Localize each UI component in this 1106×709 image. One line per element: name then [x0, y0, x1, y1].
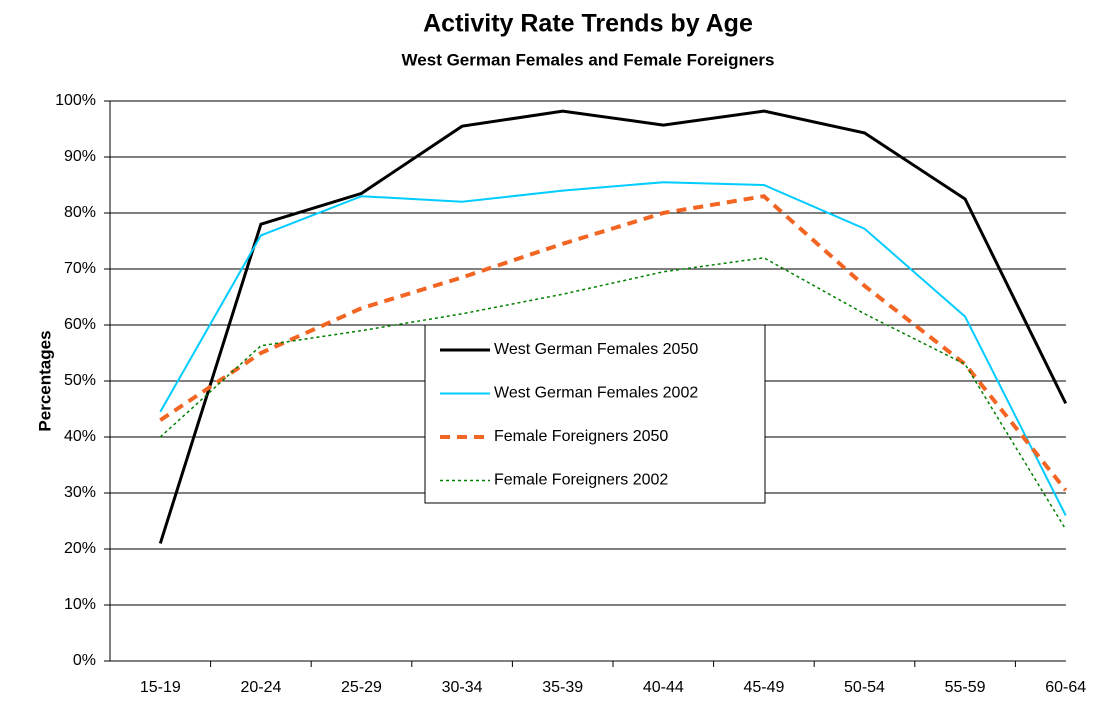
x-tick-label: 15-19 — [140, 679, 181, 696]
y-tick-label: 10% — [64, 596, 96, 613]
legend-box — [424, 324, 766, 504]
x-tick-label: 30-34 — [442, 679, 483, 696]
y-tick-label: 40% — [64, 428, 96, 445]
y-tick-label: 20% — [64, 540, 96, 557]
chart-title: Activity Rate Trends by Age — [423, 10, 753, 38]
y-tick-label: 30% — [64, 484, 96, 501]
legend-label: West German Females 2002 — [494, 385, 698, 402]
legend-label: Female Foreigners 2002 — [494, 472, 668, 489]
x-tick-label: 40-44 — [643, 679, 684, 696]
x-tick-label: 50-54 — [844, 679, 885, 696]
y-tick-label: 90% — [64, 148, 96, 165]
x-tick-label: 35-39 — [542, 679, 583, 696]
y-tick-label: 80% — [64, 204, 96, 221]
y-tick-label: 60% — [64, 316, 96, 333]
series-line — [159, 194, 1068, 492]
legend: West German Females 2050 West German Fema… — [424, 324, 766, 504]
y-tick-label: 100% — [55, 92, 96, 109]
x-tick-label: 45-49 — [743, 679, 784, 696]
x-tick-label: 20-24 — [240, 679, 281, 696]
series-line — [159, 257, 1067, 530]
y-tick-label: 70% — [64, 260, 96, 277]
y-axis-label: Percentages — [35, 330, 54, 431]
x-tick-label: 60-64 — [1045, 679, 1086, 696]
y-tick-label: 50% — [64, 372, 96, 389]
y-tick-label: 0% — [73, 652, 96, 669]
x-tick-label: 25-29 — [341, 679, 382, 696]
series-line — [158, 109, 1068, 544]
series-line — [159, 181, 1067, 516]
legend-label: Female Foreigners 2050 — [494, 428, 668, 445]
chart-subtitle: West German Females and Female Foreigner… — [402, 50, 775, 69]
legend-label: West German Females 2050 — [494, 341, 698, 358]
x-tick-label: 55-59 — [945, 679, 986, 696]
